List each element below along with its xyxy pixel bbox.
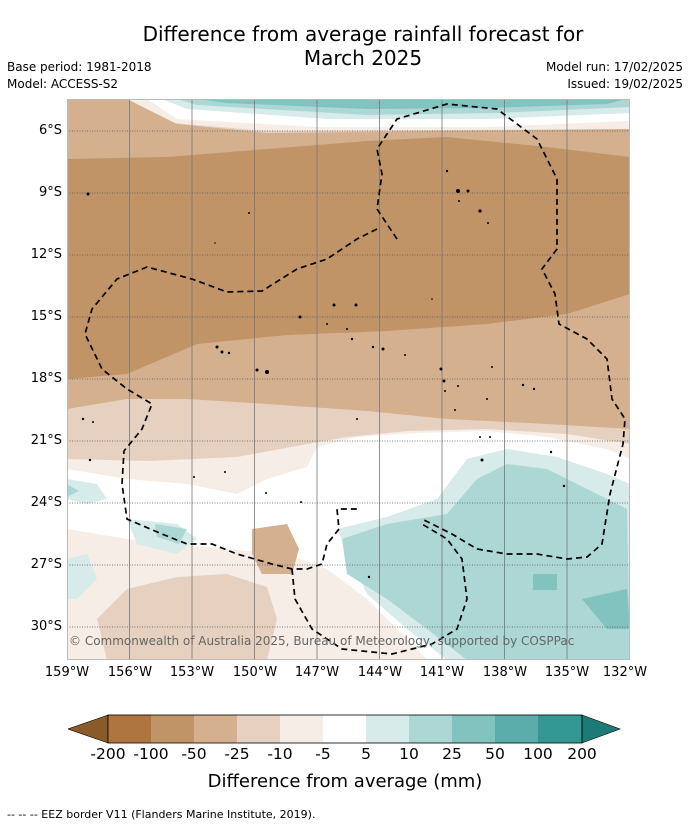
colorbar-label: -5 [315,745,331,763]
lon-label-150w: 150°W [232,665,278,680]
colorbar-bin-8 [409,715,452,743]
colorbar-label: -100 [133,745,169,763]
colorbar-label: 200 [567,745,597,763]
colorbar-label: -50 [181,745,207,763]
eez-footnote: -- -- -- EEZ border V11 (Flanders Marine… [7,808,316,821]
lon-label-153w: 153°W [169,665,215,680]
eez-border-south [291,523,468,655]
colorbar-bin-9 [452,715,495,743]
base-period: Base period: 1981-2018 [7,60,152,74]
anomaly-band-strong-dry [67,137,630,379]
anomaly-patch-wet-west-2 [67,484,79,497]
anomaly-band-wet-top-3 [197,99,627,109]
lon-label-156w: 156°W [107,665,153,680]
lat-label-6s: 6°S [38,123,62,138]
lat-label-12s: 12°S [30,247,62,262]
lat-label-30s: 30°S [30,619,62,634]
colorbar-extend-dry [68,714,109,744]
lat-label-15s: 15°S [30,309,62,324]
lon-label-135w: 135°W [544,665,590,680]
colorbar-label: 25 [442,745,462,763]
colorbar-outline [107,714,583,744]
title-line-1: Difference from average rainfall forecas… [142,22,584,46]
anomaly-patch-dry-central [252,524,299,574]
colorbar [68,714,621,744]
lat-label-27s: 27°S [30,557,62,572]
copyright-notice: © Commonwealth of Australia 2025, Bureau… [69,634,575,648]
colorbar-label: 50 [485,745,505,763]
colorbar-bin-11 [538,715,582,743]
colorbar-bin-10 [495,715,538,743]
lon-label-147w: 147°W [294,665,340,680]
colorbar-bin-7 [366,715,409,743]
lat-label-24s: 24°S [30,495,62,510]
model-name: Model: ACCESS-S2 [7,77,119,91]
lat-label-21s: 21°S [30,433,62,448]
colorbar-label: 5 [361,745,371,763]
colorbar-bin-1 [108,715,151,743]
lat-label-18s: 18°S [30,371,62,386]
eez-border-west [84,228,378,570]
colorbar-extend-wet [581,714,621,744]
lon-label-132w: 132°W [602,665,648,680]
colorbar-bin-3 [194,715,237,743]
eez-border-east [376,103,626,560]
map-frame [67,99,630,660]
colorbar-bin-6 [323,715,366,743]
anomaly-patch-wet-west-4 [155,524,187,544]
lon-label-144w: 144°W [357,665,403,680]
colorbar-label: -10 [267,745,293,763]
title-line-2: March 2025 [303,46,423,70]
anomaly-patch-wet-small [533,574,557,590]
colorbar-bin-2 [151,715,194,743]
colorbar-bin-5 [280,715,323,743]
map-title: Difference from average rainfall forecas… [0,22,690,70]
rainfall-map [67,99,630,660]
issued-date: Issued: 19/02/2025 [567,77,683,91]
colorbar-bin-4 [237,715,280,743]
anomaly-band-moderate-wet [342,464,630,660]
anomaly-patch-wet-east [582,589,630,629]
anomaly-patch-wet-west-1 [67,479,107,504]
colorbar-label: 100 [523,745,553,763]
model-run: Model run: 17/02/2025 [545,60,683,74]
anomaly-patch-dry-southwest [97,574,277,660]
metadata-left: Base period: 1981-2018 Model: ACCESS-S2 [7,59,152,93]
lon-label-141w: 141°W [419,665,465,680]
colorbar-label: 10 [399,745,419,763]
colorbar-label: -25 [224,745,250,763]
colorbar-title: Difference from average (mm) [207,771,483,792]
island-markers [81,169,566,579]
colorbar-label: -200 [90,745,126,763]
lat-label-9s: 9°S [38,185,62,200]
lon-label-138w: 138°W [482,665,528,680]
lon-label-159w: 159°W [44,665,90,680]
metadata-right: Model run: 17/02/2025 Issued: 19/02/2025 [546,59,683,93]
